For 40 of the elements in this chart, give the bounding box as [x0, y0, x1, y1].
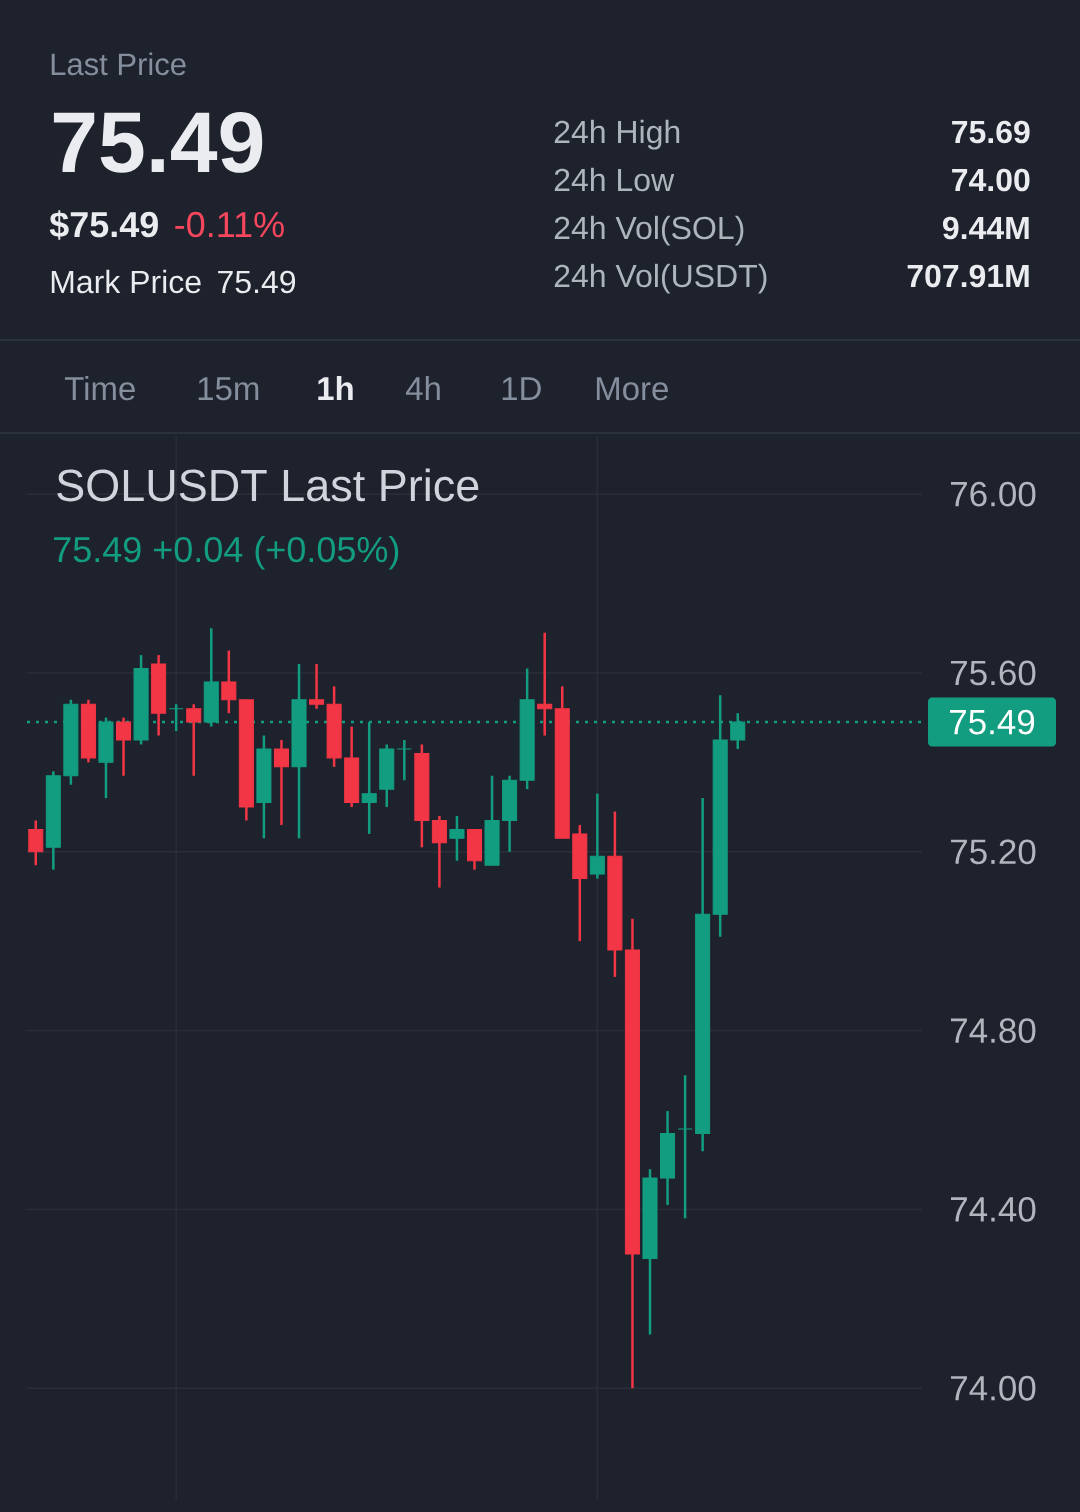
text: $75.49: [49, 210, 158, 240]
y-tick-label: 74.00: [951, 1375, 1036, 1401]
text: More: [596, 377, 668, 401]
candlestick: [431, 814, 447, 889]
y-tick-label: 75.60: [951, 660, 1036, 686]
text: 75.49 +0.04 (+0.05%): [54, 535, 399, 570]
ref-line-label: 75.49: [950, 709, 1035, 735]
candlestick: [537, 631, 553, 737]
candlestick: [589, 792, 605, 880]
text: 24h Vol(USDT): [554, 263, 767, 294]
y-tick-label: 75.20: [951, 839, 1036, 865]
candlestick: [221, 649, 237, 715]
text: -0.11%: [175, 211, 284, 238]
text: Mark Price: [51, 269, 201, 294]
text: 9.44M: [942, 216, 1029, 240]
candlestick: [309, 662, 325, 710]
text: 75.49: [53, 111, 263, 173]
candlestick: [396, 738, 412, 782]
text: 707.91M: [907, 264, 1029, 288]
text: Time: [64, 376, 135, 401]
candlestick: [449, 814, 465, 862]
text: 24h Vol(SOL): [554, 215, 744, 246]
text: SOLUSDT Last Price: [57, 468, 479, 502]
text: 24h High: [554, 119, 680, 150]
text: 75.69: [952, 120, 1030, 144]
candlestick: [186, 702, 202, 778]
text: 4h: [405, 376, 440, 400]
y-tick-label: 76.00: [951, 481, 1036, 507]
text: 15m: [198, 377, 259, 401]
candlestick: [28, 819, 44, 867]
candlestick: [273, 738, 289, 827]
text: 75.49: [218, 270, 296, 294]
y-tick-label: 74.80: [951, 1018, 1036, 1043]
y-tick-label: 74.40: [951, 1197, 1036, 1222]
candlestick: [116, 716, 132, 778]
text: 1h: [318, 376, 353, 400]
text: 24h Low: [554, 167, 675, 192]
candlestick: [677, 1074, 693, 1220]
text: Last Price: [51, 52, 186, 76]
text: 1D: [502, 377, 541, 400]
